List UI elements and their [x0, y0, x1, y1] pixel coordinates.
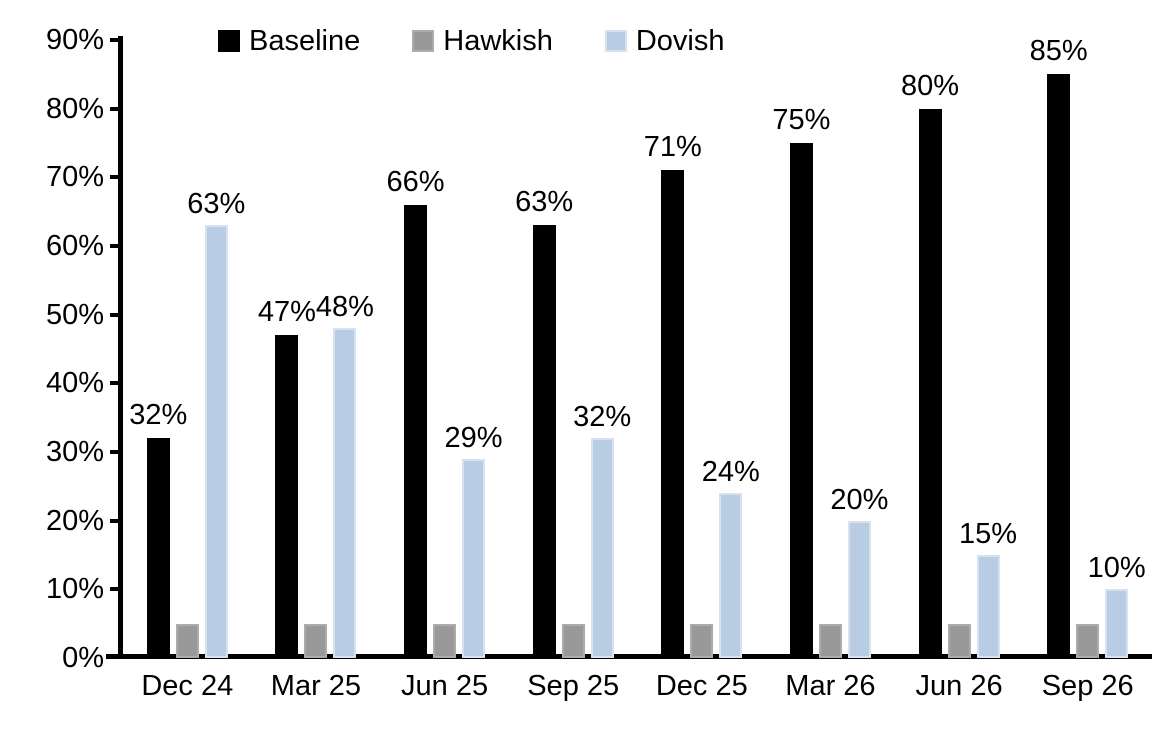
legend-item-dovish: Dovish: [604, 24, 725, 58]
bar-group-jun-26: 80% 15%: [895, 40, 1024, 658]
bar-group-jun-25: 66% 29%: [380, 40, 509, 658]
x-category-label: Mar 25: [270, 670, 362, 702]
bar-group-mar-25: 47% 48%: [252, 40, 381, 658]
x-category-label: Jun 25: [401, 670, 489, 702]
bar-label-dovish: 15%: [959, 518, 1018, 550]
legend-swatch-dovish-icon: [604, 30, 627, 52]
y-tick-label: 90%: [45, 24, 104, 56]
bar-baseline-mar-26: 75%: [772, 104, 830, 658]
bar-label-baseline: 75%: [772, 104, 831, 136]
bar-baseline-sep-25: 63%: [515, 186, 573, 658]
bar-baseline-sep-26: 85%: [1030, 35, 1088, 658]
bar-hawkish-dec-24: [175, 623, 199, 658]
legend-item-baseline: Baseline: [218, 24, 360, 58]
y-tick-label: 30%: [45, 436, 104, 468]
y-tick: [110, 244, 123, 248]
x-category-label: Sep 26: [1041, 670, 1134, 702]
bar-baseline-dec-25: 71%: [644, 131, 702, 658]
legend-label-dovish: Dovish: [635, 25, 725, 57]
legend-label-hawkish: Hawkish: [443, 25, 553, 57]
bar-label-dovish: 29%: [444, 421, 503, 454]
bar-label-dovish: 48%: [315, 291, 374, 324]
y-tick: [110, 381, 123, 386]
bar-label-baseline: 47%: [257, 296, 316, 329]
bar-dovish-mar-25: 48%: [316, 291, 374, 658]
bar-group-sep-26: 85% 10%: [1023, 35, 1152, 658]
bar-dovish-mar-26: 20%: [830, 484, 888, 658]
bar-hawkish-sep-25: [561, 623, 585, 658]
bar-label-dovish: 24%: [701, 456, 760, 489]
x-category-label: Dec 25: [655, 670, 748, 702]
bar-dovish-dec-25: 24%: [702, 456, 760, 658]
bar-baseline-jun-25: 66%: [387, 166, 445, 658]
y-tick: [110, 38, 123, 42]
y-tick-label: 0%: [62, 642, 104, 674]
y-tick: [110, 175, 123, 180]
bar-hawkish-jun-25: [433, 623, 457, 658]
bar-label-dovish: 10%: [1087, 552, 1146, 585]
y-tick-label: 80%: [45, 92, 104, 125]
y-tick: [110, 106, 123, 111]
bar-dovish-jun-26: 15%: [959, 518, 1017, 658]
y-tick-label: 10%: [45, 573, 104, 606]
x-category-label: Sep 25: [527, 670, 620, 702]
bar-baseline-jun-26: 80%: [901, 70, 959, 658]
legend-swatch-baseline-icon: [218, 30, 240, 52]
bar-hawkish-sep-26: [1076, 623, 1100, 658]
y-tick-label: 50%: [45, 298, 104, 331]
bar-label-baseline: 63%: [515, 186, 574, 219]
bar-hawkish-dec-25: [690, 623, 714, 658]
y-tick: [110, 450, 123, 454]
x-category-label: Jun 26: [915, 670, 1003, 702]
bar-label-dovish: 32%: [573, 401, 632, 434]
bar-group-dec-24: 32% 63%: [123, 40, 252, 658]
bar-dovish-sep-25: 32%: [573, 401, 631, 658]
x-axis-line: [106, 654, 1152, 659]
bar-dovish-jun-25: 29%: [445, 422, 503, 658]
bar-label-baseline: 85%: [1029, 35, 1088, 68]
bar-label-dovish: 20%: [830, 483, 889, 516]
legend-swatch-hawkish-icon: [412, 30, 435, 52]
bar-dovish-sep-26: 10%: [1088, 552, 1146, 658]
bar-group-dec-25: 71% 24%: [638, 40, 767, 658]
y-tick-label: 70%: [45, 161, 104, 194]
bar-dovish-dec-24: 63%: [187, 188, 245, 658]
y-tick-label: 60%: [45, 230, 104, 262]
y-tick: [110, 518, 123, 523]
x-category-label: Dec 24: [141, 670, 234, 702]
legend-item-hawkish: Hawkish: [412, 24, 553, 58]
bar-group-mar-26: 75% 20%: [766, 40, 895, 658]
bar-label-dovish: 63%: [187, 188, 246, 221]
y-tick: [110, 587, 123, 592]
bar-group-sep-25: 63% 32%: [509, 40, 638, 658]
bar-hawkish-mar-25: [304, 623, 328, 658]
plot-area: 32% 63% 47% 48% 66% 29% 63% 32% 71% 24% 75% 20% 80% 1…: [123, 35, 1152, 658]
bar-label-baseline: 66%: [386, 165, 445, 198]
y-tick-label: 20%: [45, 504, 104, 537]
bar-baseline-dec-24: 32%: [129, 399, 187, 658]
bar-hawkish-jun-26: [947, 623, 971, 658]
legend: Baseline Hawkish Dovish: [218, 24, 725, 58]
y-tick: [110, 312, 123, 317]
bar-label-baseline: 71%: [643, 131, 702, 164]
bar-baseline-mar-25: 47%: [258, 296, 316, 658]
bar-label-baseline: 80%: [901, 69, 960, 102]
bar-label-baseline: 32%: [129, 399, 188, 432]
y-tick-label: 40%: [45, 367, 104, 400]
legend-label-baseline: Baseline: [249, 25, 361, 57]
bar-hawkish-mar-26: [818, 623, 842, 658]
y-axis-line: [118, 36, 123, 659]
x-axis-category-labels: Dec 24 Mar 25 Jun 25 Sep 25 Dec 25 Mar 26 Jun …: [123, 669, 1152, 703]
x-category-label: Mar 26: [785, 670, 876, 702]
